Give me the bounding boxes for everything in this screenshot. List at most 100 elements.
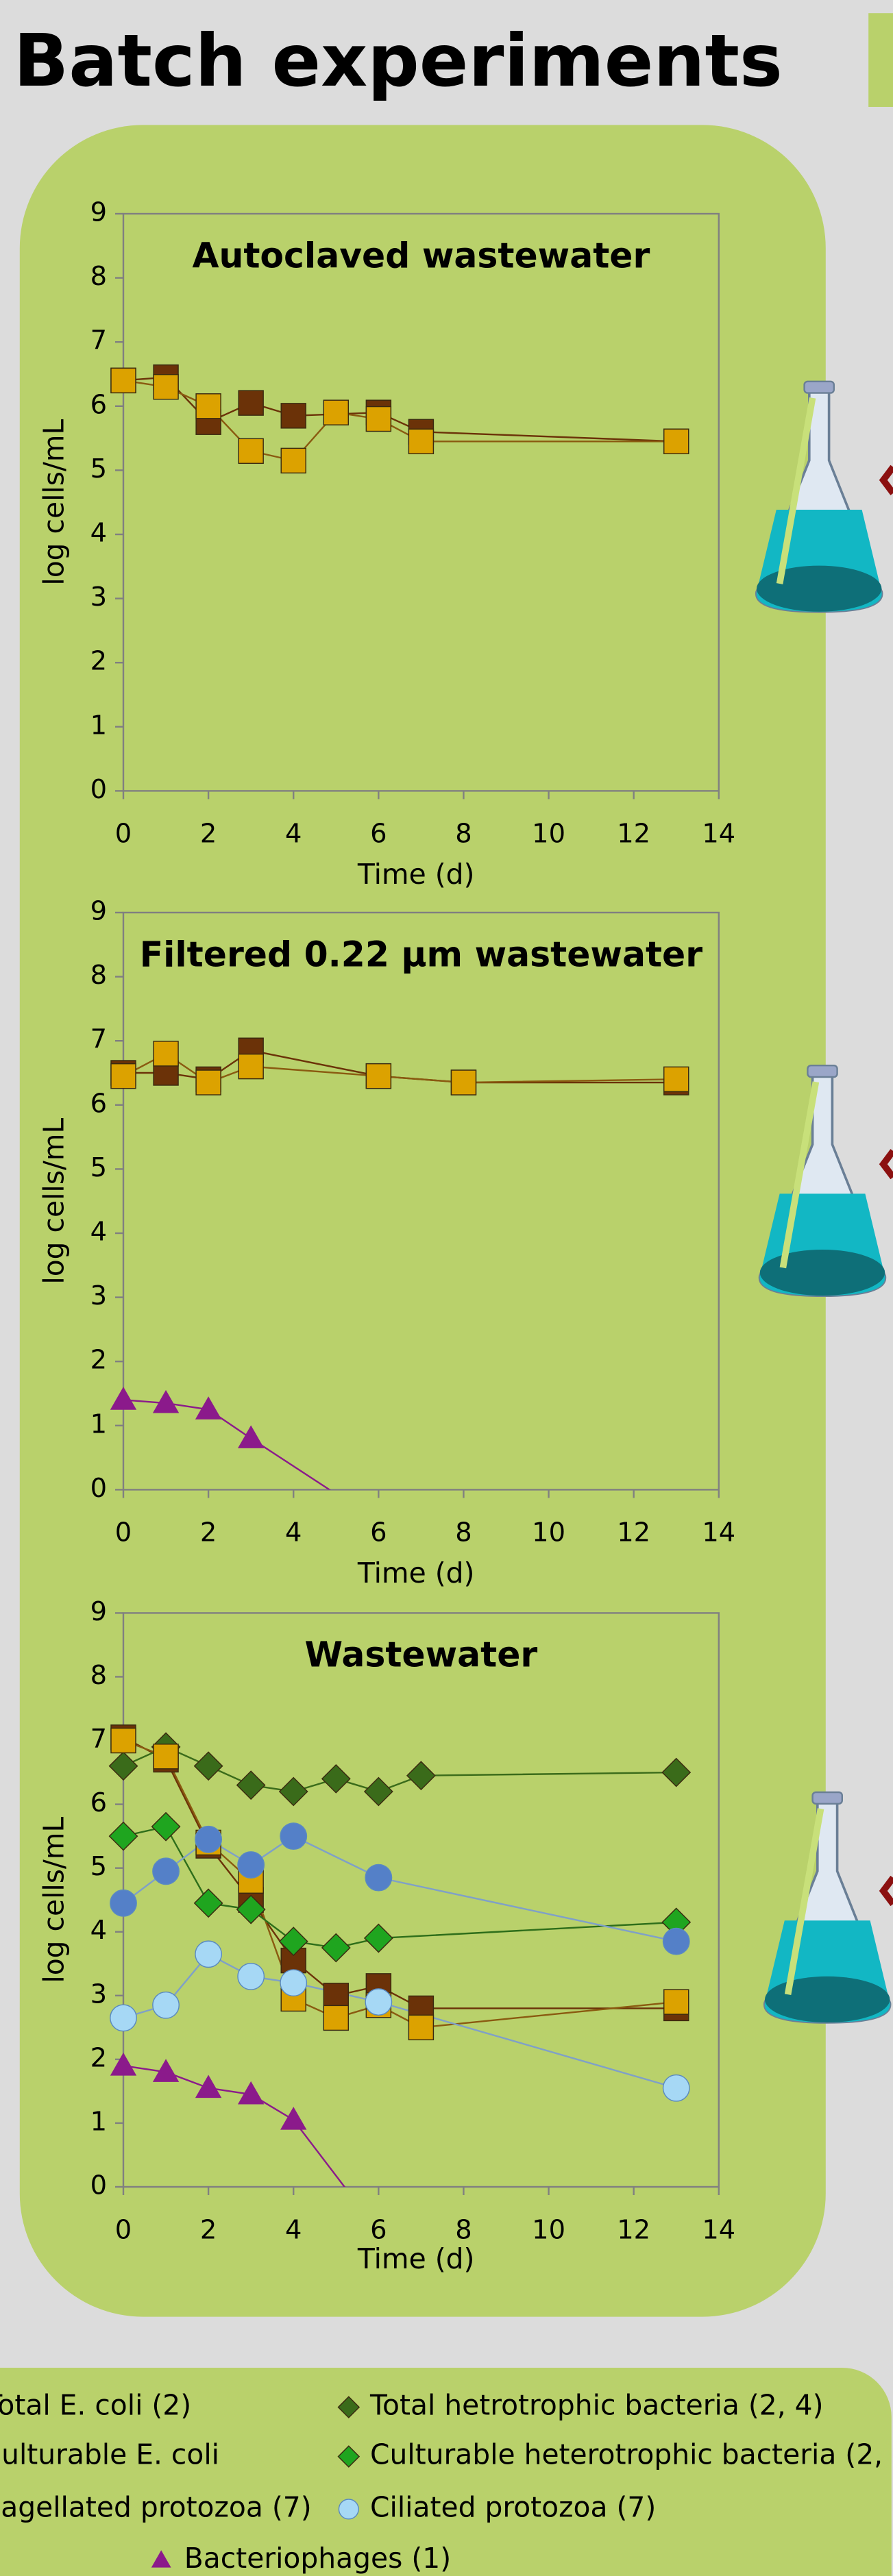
marker [154, 1041, 178, 1066]
marker [196, 394, 221, 419]
y-tick-label: 5 [90, 1851, 107, 1882]
y-tick-label: 4 [90, 1915, 107, 1946]
y-tick-label: 2 [90, 646, 107, 677]
marker [280, 1823, 306, 1849]
marker [195, 1941, 221, 1967]
x-tick-label: 8 [455, 2214, 472, 2245]
x-tick-label: 2 [200, 819, 217, 850]
marker [238, 1964, 264, 1990]
legend-label: Culturable heterotrophic bacteria (2, 4) [370, 2438, 893, 2471]
marker [365, 1864, 391, 1890]
y-tick-label: 3 [90, 1979, 107, 2009]
arrow [883, 1878, 893, 1904]
marker [111, 1064, 136, 1089]
marker [323, 400, 348, 425]
marker [238, 391, 263, 415]
y-tick-label: 0 [90, 1473, 107, 1504]
legend-item: Culturable heterotrophic bacteria (2, 4) [339, 2438, 893, 2471]
marker [366, 407, 391, 432]
marker [281, 448, 306, 473]
marker [110, 2005, 136, 2031]
marker [238, 1852, 264, 1878]
y-tick-label: 7 [90, 1724, 107, 1755]
marker [323, 1983, 348, 2008]
marker [663, 1928, 689, 1954]
marker [154, 375, 178, 399]
x-axis-title: Time (d) [357, 1557, 475, 1589]
y-tick-label: 8 [90, 261, 107, 292]
poster: Batch experiments 012345678902468101214A… [0, 0, 893, 2576]
y-tick-label: 6 [90, 1787, 107, 1818]
chart-title: Wastewater [305, 1635, 538, 1675]
y-tick-label: 1 [90, 710, 107, 741]
marker [238, 1054, 263, 1079]
marker [365, 1989, 391, 2015]
x-axis-title: Time (d) [357, 858, 475, 891]
x-tick-label: 6 [370, 819, 387, 850]
x-tick-label: 12 [617, 2214, 650, 2245]
x-tick-label: 0 [115, 1518, 132, 1548]
y-tick-label: 8 [90, 1660, 107, 1691]
legend-item: Flagellated protozoa (7) [0, 2490, 312, 2523]
x-tick-label: 10 [532, 2214, 565, 2245]
marker [110, 1890, 136, 1916]
legend-item: Culturable E. coli [0, 2438, 219, 2471]
x-tick-label: 14 [702, 1518, 735, 1548]
marker [366, 1064, 391, 1089]
x-tick-label: 10 [532, 1518, 565, 1548]
y-tick-label: 6 [90, 389, 107, 420]
side-panel [868, 13, 893, 107]
x-tick-label: 4 [285, 819, 302, 850]
y-tick-label: 3 [90, 1280, 107, 1311]
x-tick-label: 6 [370, 2214, 387, 2245]
arrow [883, 467, 893, 493]
y-tick-label: 1 [90, 1409, 107, 1439]
marker [154, 1744, 178, 1769]
marker [281, 404, 306, 428]
x-tick-label: 2 [200, 1518, 217, 1548]
marker [195, 1826, 221, 1853]
legend-label: Culturable E. coli [0, 2438, 219, 2471]
x-tick-label: 0 [115, 819, 132, 850]
legend-label: Ciliated protozoa (7) [370, 2490, 656, 2523]
x-tick-label: 12 [617, 819, 650, 850]
marker [323, 2005, 348, 2030]
x-tick-label: 2 [200, 2214, 217, 2245]
y-tick-label: 6 [90, 1088, 107, 1119]
y-tick-label: 5 [90, 1152, 107, 1183]
marker [238, 438, 263, 463]
marker [663, 2075, 689, 2101]
y-tick-label: 7 [90, 325, 107, 356]
chart-title: Filtered 0.22 μm wastewater [140, 934, 703, 974]
y-tick-label: 3 [90, 582, 107, 612]
marker [408, 429, 433, 454]
y-tick-label: 4 [90, 1217, 107, 1248]
x-tick-label: 14 [702, 2214, 735, 2245]
marker [451, 1070, 476, 1095]
marker [664, 1067, 689, 1091]
x-tick-label: 12 [617, 1518, 650, 1548]
y-tick-label: 9 [90, 1596, 107, 1627]
y-tick-label: 5 [90, 454, 107, 484]
legend-item: Bacteriophages (1) [151, 2542, 451, 2575]
page: {"header":{"title":"Batch experiments"},… [0, 0, 893, 2576]
legend-item: Total E. coli (2) [0, 2389, 191, 2422]
x-tick-label: 4 [285, 2214, 302, 2245]
x-tick-label: 8 [455, 819, 472, 850]
legend-item: Ciliated protozoa (7) [339, 2490, 656, 2523]
legend-item: Total hetrotrophic bacteria (2, 4) [339, 2389, 824, 2422]
marker [280, 1970, 306, 1996]
marker [153, 1858, 179, 1884]
y-tick-label: 4 [90, 518, 107, 549]
y-tick-label: 7 [90, 1024, 107, 1055]
x-tick-label: 14 [702, 819, 735, 850]
y-tick-label: 2 [90, 2042, 107, 2073]
x-tick-label: 4 [285, 1518, 302, 1548]
legend-label: Total E. coli (2) [0, 2389, 191, 2422]
chart-title: Autoclaved wastewater [192, 235, 650, 275]
marker [111, 368, 136, 393]
y-tick-label: 0 [90, 2170, 107, 2201]
y-tick-label: 1 [90, 2106, 107, 2137]
marker [111, 1729, 136, 1753]
